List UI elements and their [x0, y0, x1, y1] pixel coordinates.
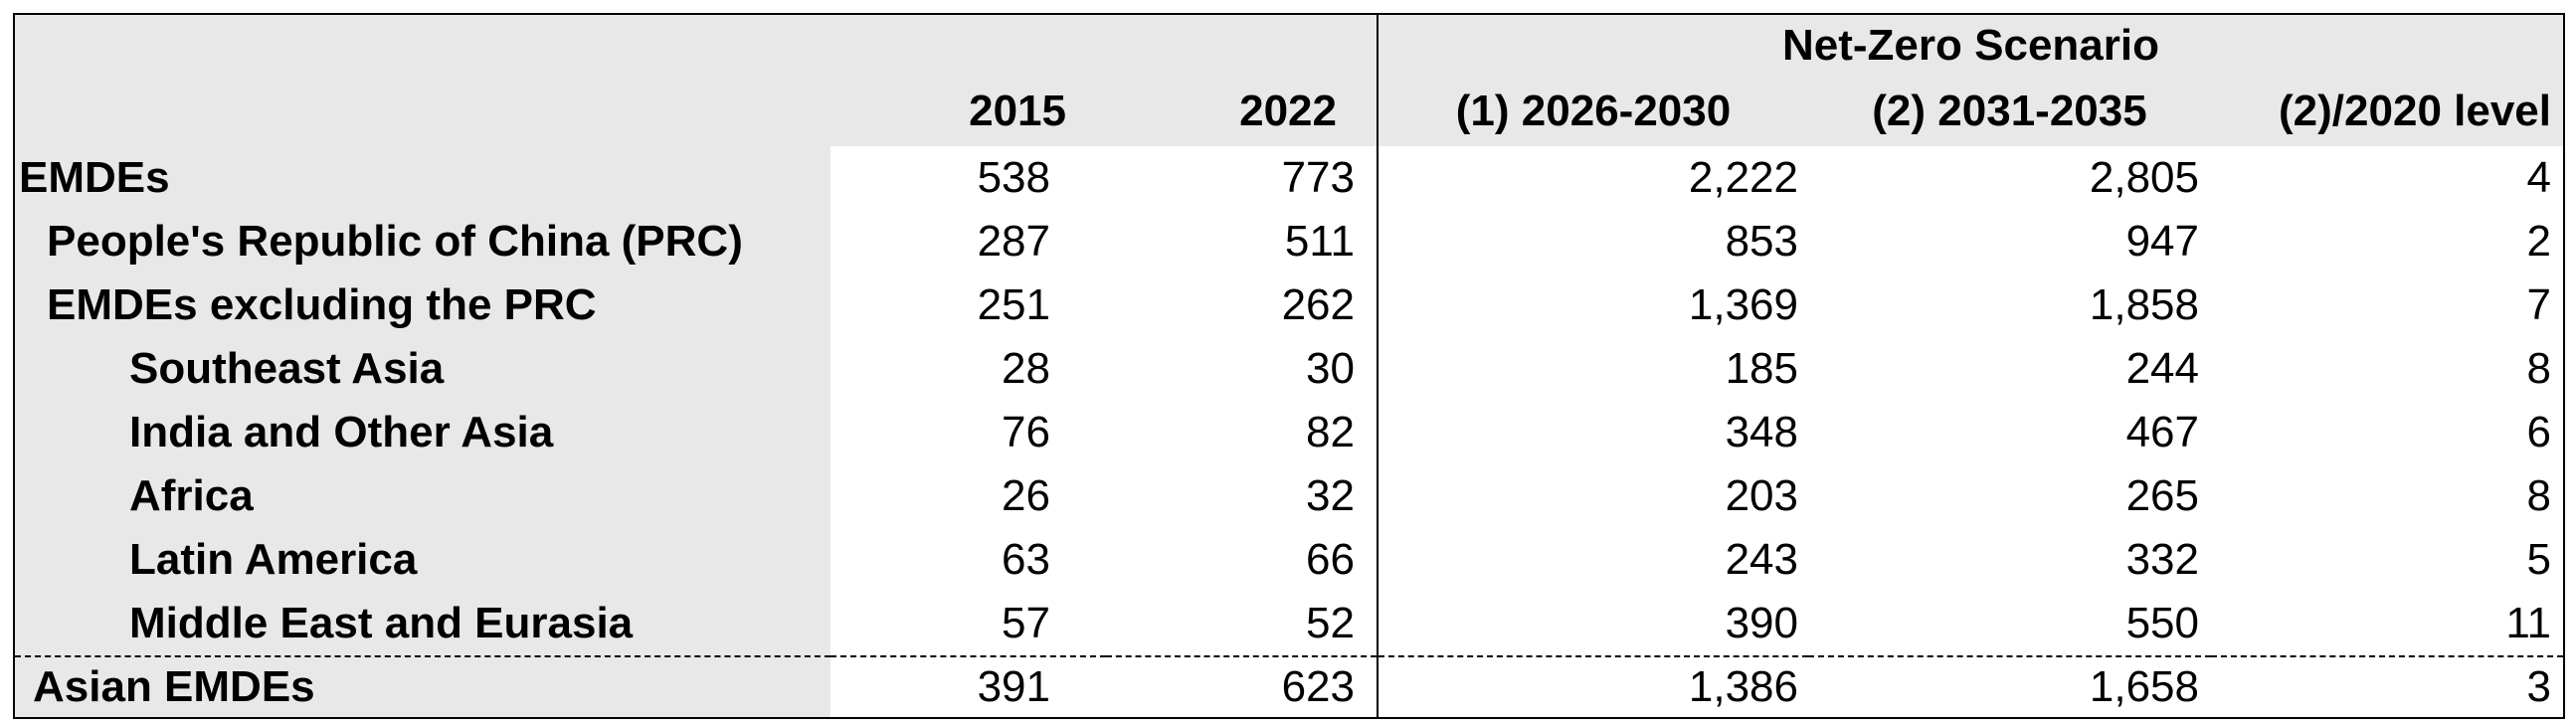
cell-value: 2	[2526, 217, 2551, 266]
cell-value: 287	[977, 217, 1050, 266]
table-row: India and Other Asia 76 82 348 467 6	[14, 401, 2564, 464]
column-header: 2015	[969, 87, 1066, 135]
cell-value: 1,858	[2089, 280, 2199, 329]
cell-value: 32	[1306, 471, 1355, 520]
row-label: Asian EMDEs	[14, 655, 830, 718]
cell-value: 11	[2505, 599, 2551, 647]
cell-value: 66	[1306, 535, 1355, 584]
cell-value: 390	[1377, 592, 1808, 656]
cell-value: 262	[1281, 280, 1355, 329]
corner	[14, 77, 830, 146]
cell-value: 82	[1306, 408, 1355, 456]
column-header: (2) 2031-2035	[1872, 87, 2147, 135]
table-row: EMDEs excluding the PRC 251 262 1,369 1,858 7	[14, 273, 2564, 337]
cell-value: 1,658	[1808, 655, 2211, 718]
cell-value: 348	[1377, 401, 1808, 464]
header-row: Net-Zero Scenario	[14, 14, 2564, 77]
table-row: Latin America 63 66 243 332 5	[14, 528, 2564, 592]
cell-value: 203	[1377, 464, 1808, 528]
cell-value: 8	[2526, 471, 2551, 520]
cell-value: 28	[1002, 344, 1050, 393]
cell-value: 244	[2125, 344, 2199, 393]
row-label: EMDEs	[14, 146, 830, 210]
table-row: EMDEs 538 773 2,222 2,805 4	[14, 146, 2564, 210]
cell-value: 2,805	[2089, 153, 2199, 202]
row-label: People's Republic of China (PRC)	[14, 210, 830, 273]
cell-value: 550	[2125, 599, 2199, 647]
cell-value: 623	[1106, 655, 1378, 718]
row-label: EMDEs excluding the PRC	[14, 273, 830, 337]
header-row: 2015 2022 (1) 2026-2030 (2) 2031-2035 (2)/20…	[14, 77, 2564, 146]
row-label: Southeast Asia	[14, 337, 830, 401]
table-row: People's Republic of China (PRC) 287 511 85…	[14, 210, 2564, 273]
cell-value: 8	[2526, 344, 2551, 393]
data-table: Net-Zero Scenario 2015 2022 (1) 2026-2030 (…	[13, 13, 2565, 719]
cell-value: 52	[1306, 599, 1355, 647]
cell-value: 185	[1377, 337, 1808, 401]
row-label: Latin America	[14, 528, 830, 592]
table-row: Asian EMDEs 391 623 1,386 1,658 3	[14, 655, 2564, 718]
cell-value: 6	[2526, 408, 2551, 456]
cell-value: 57	[1002, 599, 1050, 647]
cell-value: 2,222	[1377, 146, 1808, 210]
cell-value: 853	[1377, 210, 1808, 273]
row-label: Africa	[14, 464, 830, 528]
column-header: (2)/2020 level	[2279, 87, 2551, 135]
cell-value: 30	[1306, 344, 1355, 393]
row-label: Middle East and Eurasia	[14, 592, 830, 656]
cell-value: 251	[977, 280, 1050, 329]
column-header: (1) 2026-2030	[1377, 77, 1808, 146]
cell-value: 391	[830, 655, 1106, 718]
cell-value: 4	[2526, 153, 2551, 202]
cell-value: 63	[1002, 535, 1050, 584]
cell-value: 538	[977, 153, 1050, 202]
table-row: Middle East and Eurasia 57 52 390 550 11	[14, 592, 2564, 656]
cell-value: 5	[2526, 535, 2551, 584]
cell-value: 243	[1377, 528, 1808, 592]
cell-value: 76	[1002, 408, 1050, 456]
row-label: India and Other Asia	[14, 401, 830, 464]
cell-value: 3	[2211, 655, 2564, 718]
cell-value: 7	[2526, 280, 2551, 329]
cell-value: 265	[2125, 471, 2199, 520]
table-row: Southeast Asia 28 30 185 244 8	[14, 337, 2564, 401]
cell-value: 1,369	[1377, 273, 1808, 337]
cell-value: 467	[2125, 408, 2199, 456]
cell-value: 332	[2125, 535, 2199, 584]
cell-value: 26	[1002, 471, 1050, 520]
table-row: Africa 26 32 203 265 8	[14, 464, 2564, 528]
cell-value: 947	[2125, 217, 2199, 266]
group-header: Net-Zero Scenario	[1377, 14, 2564, 77]
column-header: 2022	[1239, 87, 1337, 135]
cell-value: 1,386	[1377, 655, 1808, 718]
cell-value: 773	[1281, 153, 1355, 202]
cell-value: 511	[1284, 217, 1355, 266]
